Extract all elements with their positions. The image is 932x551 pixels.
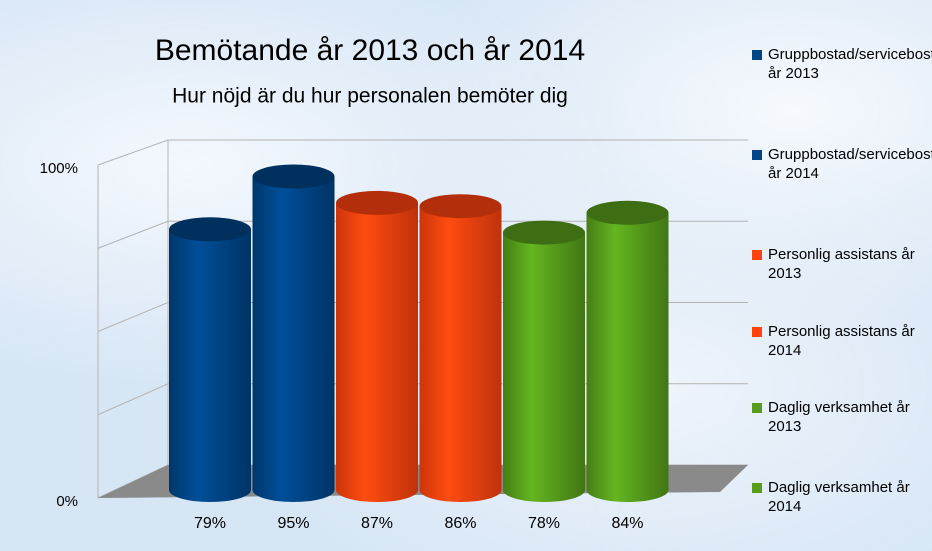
bar-body bbox=[586, 212, 669, 503]
y-tick-label: 100% bbox=[40, 160, 78, 177]
grid-line bbox=[97, 139, 748, 166]
bar bbox=[419, 194, 502, 503]
bar-body bbox=[336, 202, 418, 502]
legend-label: Gruppbostad/servicebostad år 2014 bbox=[768, 146, 932, 182]
data-label: 95% bbox=[277, 515, 309, 532]
bar-top bbox=[586, 200, 669, 225]
legend-swatch bbox=[752, 150, 762, 160]
legend-label: Personlig assistans år 2014 bbox=[768, 323, 915, 359]
data-label: 84% bbox=[611, 515, 643, 532]
data-label: 86% bbox=[444, 515, 476, 532]
bar bbox=[336, 190, 418, 502]
legend-swatch bbox=[752, 50, 762, 60]
bar-top bbox=[336, 190, 418, 215]
chart-title: Bemötande år 2013 och år 2014 bbox=[155, 34, 585, 67]
legend-swatch bbox=[752, 327, 762, 337]
legend-swatch bbox=[752, 483, 762, 493]
bar bbox=[169, 217, 251, 503]
data-label: 79% bbox=[194, 515, 226, 532]
legend-label: Personlig assistans år 2013 bbox=[768, 246, 915, 282]
bar-body bbox=[419, 206, 502, 503]
data-label: 87% bbox=[361, 515, 393, 532]
y-tick-label: 0% bbox=[56, 493, 78, 510]
legend-label: Daglig verksamhet år 2013 bbox=[768, 399, 910, 435]
bar-top bbox=[419, 194, 502, 219]
chart-subtitle: Hur nöjd är du hur personalen bemöter di… bbox=[172, 85, 568, 108]
bar bbox=[586, 200, 669, 503]
legend-label: Daglig verksamhet år 2014 bbox=[768, 479, 910, 515]
bar-body bbox=[169, 229, 251, 503]
legend-swatch bbox=[752, 250, 762, 260]
data-label: 78% bbox=[528, 515, 560, 532]
bar bbox=[503, 220, 585, 502]
bar-top bbox=[252, 164, 335, 189]
bar-top bbox=[169, 217, 251, 242]
bar-top bbox=[503, 220, 585, 245]
legend-swatch bbox=[752, 403, 762, 413]
legend-label: Gruppbostad/servicebostad år 2013 bbox=[768, 46, 932, 82]
bar bbox=[252, 164, 335, 502]
bar-body bbox=[252, 176, 335, 502]
bar-body bbox=[503, 232, 585, 502]
